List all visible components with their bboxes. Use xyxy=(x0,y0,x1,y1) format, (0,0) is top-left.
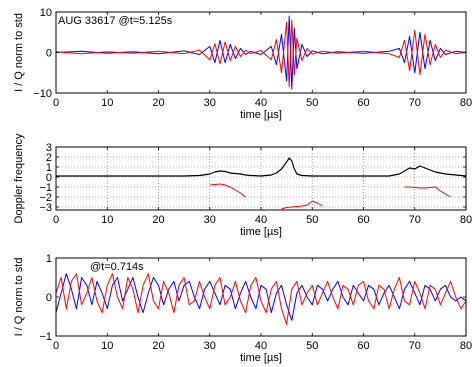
y-tick-label: −2 xyxy=(39,192,52,204)
series-line xyxy=(209,183,246,198)
x-tick-label: 80 xyxy=(460,97,472,109)
x-tick-label: 40 xyxy=(255,97,267,109)
x-tick-label: 10 xyxy=(101,340,113,352)
x-tick-label: 10 xyxy=(101,214,113,226)
x-tick-label: 70 xyxy=(409,214,421,226)
y-tick-label: 0 xyxy=(46,292,52,304)
series-line xyxy=(55,19,467,88)
y-axis-label: Doppler frequency xyxy=(13,133,25,223)
x-tick-label: 60 xyxy=(357,214,369,226)
x-tick-label: 20 xyxy=(152,97,164,109)
y-tick-label: 0 xyxy=(46,172,52,184)
y-tick-label: 1 xyxy=(46,162,52,174)
series-line xyxy=(55,273,467,325)
y-tick-label: 0 xyxy=(46,48,52,60)
x-tick-label: 30 xyxy=(204,214,216,226)
x-tick-label: 30 xyxy=(204,97,216,109)
series-line xyxy=(56,157,467,177)
x-tick-label: 0 xyxy=(53,97,59,109)
x-tick-label: 0 xyxy=(53,214,59,226)
y-tick-label: 3 xyxy=(46,142,52,154)
y-tick-label: −3 xyxy=(39,202,52,214)
y-tick-label: −1 xyxy=(39,182,52,194)
panel-annotation: @t=0.714s xyxy=(90,261,144,273)
x-tick-label: 70 xyxy=(409,97,421,109)
x-tick-label: 0 xyxy=(53,340,59,352)
x-axis-label: time [µs] xyxy=(240,352,282,364)
x-tick-label: 80 xyxy=(460,214,472,226)
y-tick-label: 1 xyxy=(46,253,52,265)
x-tick-label: 20 xyxy=(152,214,164,226)
series-line xyxy=(281,200,323,210)
y-tick-label: 2 xyxy=(46,152,52,164)
series-line xyxy=(404,186,451,198)
y-axis-label: I / Q norm to std xyxy=(13,258,25,337)
x-tick-label: 50 xyxy=(306,214,318,226)
x-tick-label: 10 xyxy=(101,97,113,109)
y-tick-label: −1 xyxy=(39,331,52,343)
x-tick-label: 40 xyxy=(255,214,267,226)
x-tick-label: 30 xyxy=(204,340,216,352)
x-tick-label: 20 xyxy=(152,340,164,352)
x-tick-label: 80 xyxy=(460,340,472,352)
y-tick-label: −10 xyxy=(33,88,52,100)
x-axis-label: time [µs] xyxy=(240,109,282,121)
x-tick-label: 50 xyxy=(306,97,318,109)
x-tick-label: 70 xyxy=(409,340,421,352)
x-axis-label: time [µs] xyxy=(240,226,282,238)
y-tick-label: 10 xyxy=(40,7,52,19)
x-tick-label: 60 xyxy=(357,97,369,109)
x-tick-label: 40 xyxy=(255,340,267,352)
y-axis-label: I / Q norm to std xyxy=(13,13,25,92)
panel-annotation: AUG 33617 @t=5.125s xyxy=(58,15,173,27)
x-tick-label: 60 xyxy=(357,340,369,352)
x-tick-label: 50 xyxy=(306,340,318,352)
